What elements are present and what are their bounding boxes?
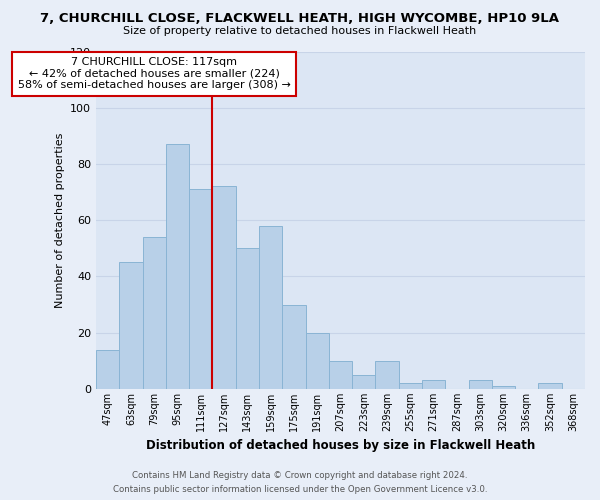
Bar	[166, 144, 189, 389]
Bar	[376, 361, 399, 389]
Bar	[236, 248, 259, 389]
Bar	[259, 226, 283, 389]
X-axis label: Distribution of detached houses by size in Flackwell Heath: Distribution of detached houses by size …	[146, 440, 535, 452]
Bar	[119, 262, 143, 389]
Bar	[96, 350, 119, 389]
Bar	[399, 384, 422, 389]
Bar	[143, 237, 166, 389]
Y-axis label: Number of detached properties: Number of detached properties	[55, 132, 65, 308]
Bar	[212, 186, 236, 389]
Bar	[189, 190, 212, 389]
Text: 7, CHURCHILL CLOSE, FLACKWELL HEATH, HIGH WYCOMBE, HP10 9LA: 7, CHURCHILL CLOSE, FLACKWELL HEATH, HIG…	[41, 12, 560, 26]
Bar	[305, 332, 329, 389]
Bar	[422, 380, 445, 389]
Bar	[492, 386, 515, 389]
Bar	[538, 384, 562, 389]
Text: Size of property relative to detached houses in Flackwell Heath: Size of property relative to detached ho…	[124, 26, 476, 36]
Text: 7 CHURCHILL CLOSE: 117sqm
← 42% of detached houses are smaller (224)
58% of semi: 7 CHURCHILL CLOSE: 117sqm ← 42% of detac…	[18, 57, 291, 90]
Bar	[469, 380, 492, 389]
Bar	[352, 375, 376, 389]
Bar	[329, 361, 352, 389]
Text: Contains HM Land Registry data © Crown copyright and database right 2024.
Contai: Contains HM Land Registry data © Crown c…	[113, 472, 487, 494]
Bar	[283, 304, 305, 389]
